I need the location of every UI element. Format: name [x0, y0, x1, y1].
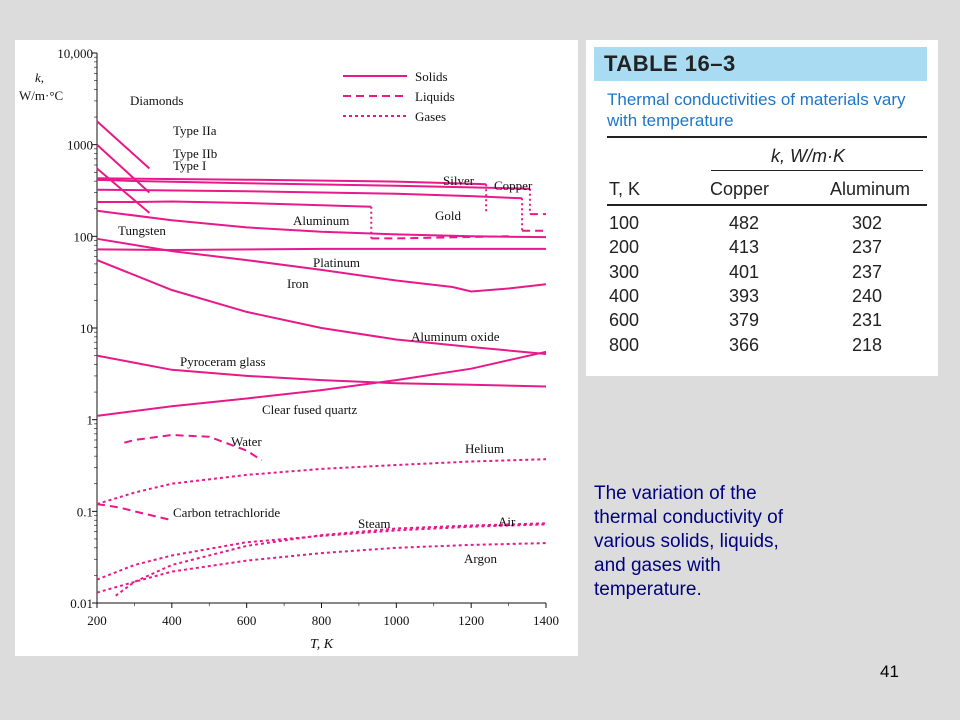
- x-tick-label: 1000: [383, 613, 409, 628]
- x-tick-label: 200: [87, 613, 107, 628]
- series-label-helium: Helium: [465, 441, 504, 456]
- table-top-rule: [607, 136, 927, 138]
- series-label-aluminum: Aluminum: [293, 213, 349, 228]
- series-label-pyroceram-glass: Pyroceram glass: [180, 354, 266, 369]
- series-gold: [96, 188, 523, 200]
- table-cell: 393: [728, 285, 760, 306]
- series-label-type-iib: Type IIb: [173, 146, 217, 161]
- legend-label-solids: Solids: [415, 69, 448, 84]
- column-header-t: T, K: [609, 179, 641, 199]
- group-header-rule: [711, 170, 923, 171]
- series-helium: [96, 458, 547, 506]
- group-header: k, W/m·K: [771, 146, 845, 167]
- x-tick-label: 600: [237, 613, 257, 628]
- series-label-platinum: Platinum: [313, 255, 360, 270]
- table-panel: TABLE 16–3 Thermal conductivities of mat…: [586, 40, 938, 376]
- x-tick-label: 800: [312, 613, 332, 628]
- header-rule: [607, 204, 927, 206]
- y-tick-label: 0.1: [77, 504, 93, 519]
- y-axis-label-units: W/m·°C: [19, 88, 63, 103]
- table-cell: 100: [609, 213, 640, 233]
- table-caption: Thermal conductivities of materials vary…: [607, 90, 906, 130]
- table-cell: 200: [609, 237, 640, 258]
- series-air: [96, 523, 547, 581]
- series-water: [124, 433, 263, 462]
- series-silver: [96, 177, 487, 186]
- series-label-silver: Silver: [443, 173, 475, 188]
- table-cell: 302: [851, 213, 883, 233]
- x-tick-label: 1400: [533, 613, 559, 628]
- table-cell: 379: [728, 310, 760, 331]
- table-cell: 401: [728, 261, 760, 282]
- series-label-iron: Iron: [287, 276, 309, 291]
- legend-label-liquids: Liquids: [415, 89, 455, 104]
- table-cell: 800: [609, 334, 640, 355]
- series-steam: [115, 522, 547, 597]
- series-aluminum: [97, 200, 372, 208]
- table-cell: 218: [851, 334, 883, 355]
- table-cell: 400: [609, 285, 640, 306]
- series-label-steam: Steam: [358, 516, 391, 531]
- column-header-copper: Copper: [710, 179, 770, 199]
- chart-panel: 10,000 1000 100 10 1 0.1 0.01 200 400 600 800 1000 1…: [15, 40, 578, 656]
- y-tick-label: 1: [87, 413, 94, 428]
- y-tick-label: 1000: [67, 138, 93, 153]
- series-label-tungsten: Tungsten: [118, 223, 166, 238]
- series-clear-fused-quartz: [96, 350, 547, 417]
- y-tick-label: 0.01: [70, 596, 93, 611]
- annotation-diamonds: Diamonds: [130, 93, 183, 108]
- column-header-aluminum: Aluminum: [830, 179, 911, 199]
- series-aluminum-oxide: [96, 259, 547, 355]
- series-label-carbon-tetrachloride: Carbon tetrachloride: [173, 505, 280, 520]
- series-label-argon: Argon: [464, 551, 497, 566]
- series-type-iib: [96, 143, 151, 194]
- series-type-iia: [96, 120, 151, 170]
- series-label-type-iia: Type IIa: [173, 123, 217, 138]
- table-cell: 240: [851, 285, 883, 306]
- table-cell: 237: [851, 261, 883, 282]
- y-tick-label: 10,000: [57, 46, 93, 61]
- group-header-text: k, W/m·K: [771, 146, 845, 166]
- series-label-copper: Copper: [494, 178, 533, 193]
- table-cell: 237: [851, 237, 883, 258]
- y-tick-label: 100: [74, 229, 94, 244]
- y-tick-label: 10: [80, 321, 93, 336]
- series-label-clear-fused-quartz: Clear fused quartz: [262, 402, 358, 417]
- series-tungsten: [96, 209, 547, 239]
- table-cell: 366: [728, 334, 760, 355]
- table-cell: 300: [609, 261, 640, 282]
- table-16-3: TABLE 16–3 Thermal conductivities of mat…: [594, 47, 927, 367]
- table-title: TABLE 16–3: [604, 51, 736, 76]
- legend-label-gases: Gases: [415, 109, 446, 124]
- x-axis-label: T, K: [310, 637, 334, 652]
- table-title-bar: TABLE 16–3: [594, 47, 927, 81]
- page-number: 41: [880, 662, 899, 681]
- thermal-conductivity-chart: 10,000 1000 100 10 1 0.1 0.01 200 400 600 800 1000 1…: [19, 46, 559, 652]
- series-argon: [96, 542, 547, 594]
- x-tick-label: 400: [162, 613, 182, 628]
- series-label-air: Air: [498, 514, 516, 529]
- table-cell: 413: [728, 237, 760, 258]
- series-label-aluminum-oxide: Aluminum oxide: [411, 329, 500, 344]
- series-pyroceram-glass: [96, 354, 547, 388]
- series-carbon-tetrachloride: [96, 503, 173, 522]
- y-axis-label: k,: [35, 70, 44, 85]
- series-label-water: Water: [231, 434, 262, 449]
- table-cell: 482: [728, 213, 760, 233]
- series-platinum: [96, 247, 546, 252]
- x-tick-label: 1200: [458, 613, 484, 628]
- series-label-type-i: Type I: [173, 158, 206, 173]
- table-cell: 600: [609, 310, 640, 331]
- series-label-gold: Gold: [435, 208, 462, 223]
- figure-caption: The variation of the thermal conductivit…: [594, 483, 784, 600]
- series-copper: [96, 178, 530, 190]
- table-cell: 231: [851, 310, 883, 331]
- series-iron: [96, 237, 547, 293]
